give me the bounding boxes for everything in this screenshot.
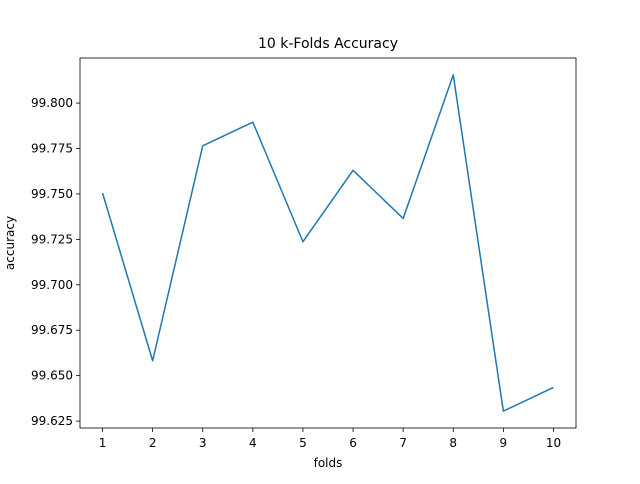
x-tick-label: 7 — [399, 436, 407, 450]
x-tick-label: 2 — [149, 436, 157, 450]
x-tick-label: 6 — [349, 436, 357, 450]
y-tick-label: 99.625 — [31, 414, 73, 428]
x-tick-label: 3 — [199, 436, 207, 450]
x-tick-label: 1 — [99, 436, 107, 450]
y-axis-label: accuracy — [3, 216, 17, 270]
x-axis-ticks: 1 2 3 4 5 6 7 8 9 10 — [99, 428, 561, 450]
x-tick-label: 8 — [449, 436, 457, 450]
x-axis-label: folds — [314, 456, 343, 470]
y-tick-label: 99.775 — [31, 142, 73, 156]
y-tick-label: 99.800 — [31, 96, 73, 110]
chart-title: 10 k-Folds Accuracy — [258, 36, 398, 52]
plot-background — [80, 58, 576, 428]
y-tick-label: 99.700 — [31, 278, 73, 292]
y-tick-label: 99.725 — [31, 232, 73, 246]
y-tick-label: 99.675 — [31, 323, 73, 337]
y-axis-ticks: 99.625 99.650 99.675 99.700 99.725 99.750 99.7… — [31, 96, 80, 428]
x-tick-label: 4 — [249, 436, 257, 450]
x-tick-label: 10 — [546, 436, 561, 450]
y-tick-label: 99.750 — [31, 187, 73, 201]
x-tick-label: 5 — [299, 436, 307, 450]
y-tick-label: 99.650 — [31, 369, 73, 383]
x-tick-label: 9 — [500, 436, 508, 450]
